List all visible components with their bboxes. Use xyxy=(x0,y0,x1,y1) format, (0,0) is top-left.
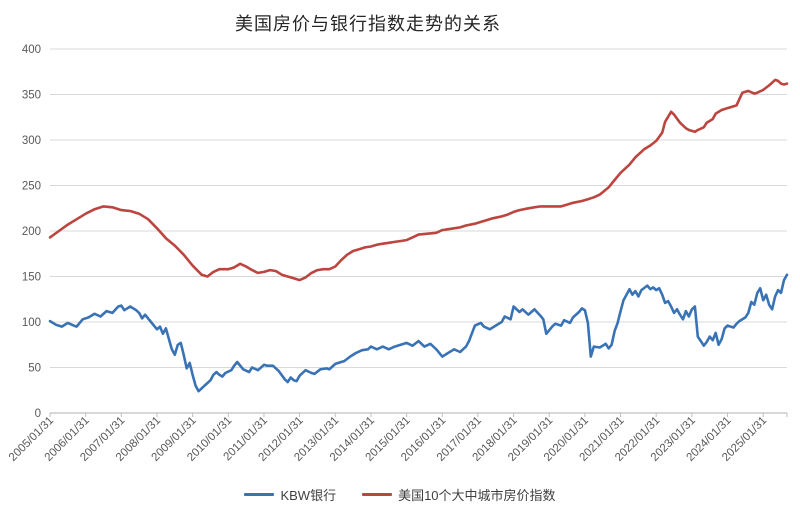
y-axis-label: 150 xyxy=(22,272,41,284)
home-price-index-series-line xyxy=(48,78,789,282)
kbw-line-swatch xyxy=(244,492,275,496)
y-axis-label: 350 xyxy=(22,90,41,102)
y-axis-label: 300 xyxy=(22,135,41,147)
legend-label-hpi: 美国10个大中城市房价指数 xyxy=(398,487,556,503)
y-axis-label: 50 xyxy=(28,363,41,375)
y-axis-label: 400 xyxy=(22,44,41,56)
legend-label-kbw: KBW银行 xyxy=(280,487,337,503)
y-axis-label: 100 xyxy=(22,317,41,329)
line-chart: 2005/01/312006/01/312007/01/312008/01/31… xyxy=(7,44,789,464)
legend-item-hpi: 美国10个大中城市房价指数 xyxy=(362,485,556,504)
legend-item-kbw: KBW银行 xyxy=(244,485,336,504)
chart-title: 美国房价与银行指数走势的关系 xyxy=(235,14,501,34)
legend: KBW银行 美国10个大中城市房价指数 xyxy=(0,483,800,505)
kbw-bank-series-line xyxy=(48,273,789,393)
y-axis-label: 250 xyxy=(22,181,41,193)
hpi-line-swatch xyxy=(362,492,393,496)
y-axis-label: 0 xyxy=(35,408,41,420)
y-axis-label: 200 xyxy=(22,226,41,238)
